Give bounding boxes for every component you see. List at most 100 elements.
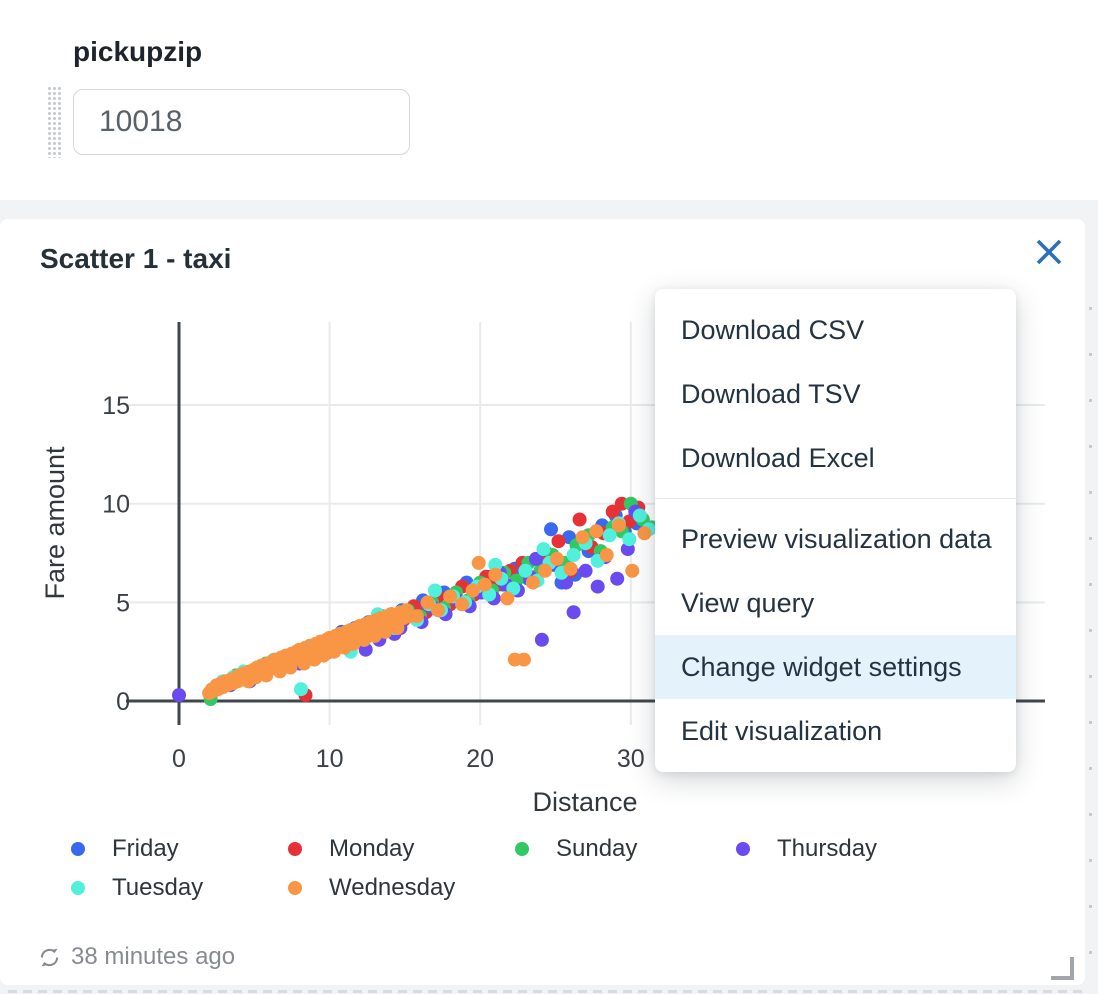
grid-dot xyxy=(1089,767,1092,770)
grid-dot xyxy=(1089,307,1092,310)
data-point-monday xyxy=(551,534,566,549)
data-point-wednesday xyxy=(488,567,503,582)
close-button[interactable] xyxy=(1030,233,1068,271)
data-point-wednesday xyxy=(525,575,540,590)
legend-item-sunday[interactable]: Sunday xyxy=(515,835,637,863)
legend-item-thursday[interactable]: Thursday xyxy=(736,835,877,863)
x-tick-label: 20 xyxy=(466,745,494,773)
grid-dot xyxy=(1089,537,1092,540)
data-point-tuesday xyxy=(294,682,308,697)
menu-item-download-excel[interactable]: Download Excel xyxy=(681,442,875,473)
legend-label: Monday xyxy=(329,835,415,862)
data-point-wednesday xyxy=(516,652,531,667)
refresh-timestamp: 38 minutes ago xyxy=(71,943,236,970)
widget-context-menu: Download CSV Download TSV Download Excel Pr… xyxy=(655,289,1016,772)
filter-label: pickupzip xyxy=(73,36,203,67)
grid-dot xyxy=(1089,859,1092,862)
data-point-wednesday xyxy=(465,583,480,598)
drag-handle-icon[interactable] xyxy=(47,86,62,158)
data-point-tuesday xyxy=(518,563,533,578)
y-tick-label: 5 xyxy=(116,589,130,617)
data-point-wednesday xyxy=(409,609,424,624)
legend-dot-thursday xyxy=(736,842,750,856)
menu-divider xyxy=(655,498,1016,499)
grid-dot xyxy=(1089,583,1092,586)
data-point-monday xyxy=(605,504,620,519)
menu-item-preview-visualization-data[interactable]: Preview visualization data xyxy=(681,523,992,554)
legend-item-friday[interactable]: Friday xyxy=(71,835,179,863)
data-point-thursday xyxy=(528,551,543,566)
x-tick-label: 30 xyxy=(617,745,645,773)
legend-item-monday[interactable]: Monday xyxy=(288,835,414,863)
legend-dot-sunday xyxy=(515,842,529,856)
data-point-wednesday xyxy=(420,595,435,610)
y-axis-title: Fare amount xyxy=(40,446,70,600)
data-point-thursday xyxy=(534,632,549,647)
data-point-tuesday xyxy=(622,532,637,547)
menu-item-download-csv[interactable]: Download CSV xyxy=(681,314,865,345)
data-point-wednesday xyxy=(538,563,552,578)
data-point-tuesday xyxy=(566,548,581,562)
data-point-thursday xyxy=(172,688,186,703)
widget-title: Scatter 1 - taxi xyxy=(40,243,232,274)
menu-item-edit-visualization[interactable]: Edit visualization xyxy=(681,715,883,746)
grid-dot xyxy=(1089,813,1092,816)
legend-label: Tuesday xyxy=(112,874,204,901)
legend-label: Friday xyxy=(112,835,179,862)
data-point-thursday xyxy=(566,605,581,620)
data-point-tuesday xyxy=(488,557,503,572)
grid-dot xyxy=(1089,445,1092,448)
y-tick-label: 0 xyxy=(116,688,130,716)
scatter-chart[interactable]: 05101501020304050DistanceFare amount xyxy=(0,219,1085,985)
grid-dot xyxy=(1089,951,1092,954)
legend-label: Sunday xyxy=(556,835,638,862)
grid-dot xyxy=(1089,721,1092,724)
filter-widget-card: pickupzip xyxy=(0,0,1098,200)
menu-item-view-query[interactable]: View query xyxy=(681,587,815,618)
menu-item-download-tsv[interactable]: Download TSV xyxy=(681,378,861,409)
legend-dot-tuesday xyxy=(71,881,85,895)
data-point-wednesday xyxy=(455,597,470,612)
legend-dot-monday xyxy=(288,842,302,856)
data-point-wednesday xyxy=(550,551,564,566)
data-point-wednesday xyxy=(431,603,445,618)
grid-dot xyxy=(1089,491,1092,494)
grid-dot xyxy=(1089,905,1092,908)
data-point-wednesday xyxy=(477,577,492,592)
refresh-icon xyxy=(40,948,59,966)
close-icon xyxy=(1036,239,1062,265)
data-point-wednesday xyxy=(625,563,640,578)
legend-item-wednesday[interactable]: Wednesday xyxy=(288,874,455,902)
data-point-wednesday xyxy=(599,548,614,562)
data-point-wednesday xyxy=(471,555,486,570)
menu-item-change-widget-settings[interactable]: Change widget settings xyxy=(655,635,1016,699)
legend-dot-wednesday xyxy=(288,881,302,895)
grid-dot xyxy=(1089,399,1092,402)
data-point-wednesday xyxy=(589,524,604,539)
refresh-status[interactable]: 38 minutes ago xyxy=(38,943,235,971)
data-point-wednesday xyxy=(611,518,626,533)
grid-dot xyxy=(1089,629,1092,632)
resize-handle[interactable] xyxy=(1051,957,1074,980)
data-point-wednesday xyxy=(563,561,578,576)
data-point-thursday xyxy=(578,563,593,578)
next-row-widget-edge xyxy=(8,990,1085,993)
data-point-wednesday xyxy=(500,591,515,606)
data-point-thursday xyxy=(610,571,625,586)
legend-item-tuesday[interactable]: Tuesday xyxy=(71,874,203,902)
legend-dot-friday xyxy=(71,842,85,856)
x-tick-label: 10 xyxy=(316,745,344,773)
data-point-wednesday xyxy=(637,526,652,541)
x-tick-label: 0 xyxy=(172,745,186,773)
legend-label: Thursday xyxy=(777,835,878,862)
data-point-tuesday xyxy=(602,528,617,543)
data-point-tuesday xyxy=(428,583,442,598)
grid-dot xyxy=(1089,353,1092,356)
pickupzip-input[interactable] xyxy=(73,89,410,155)
x-axis-title: Distance xyxy=(532,787,637,817)
data-point-tuesday xyxy=(536,542,551,557)
data-point-wednesday xyxy=(575,530,590,545)
legend-label: Wednesday xyxy=(329,874,456,901)
grid-dot xyxy=(1089,675,1092,678)
